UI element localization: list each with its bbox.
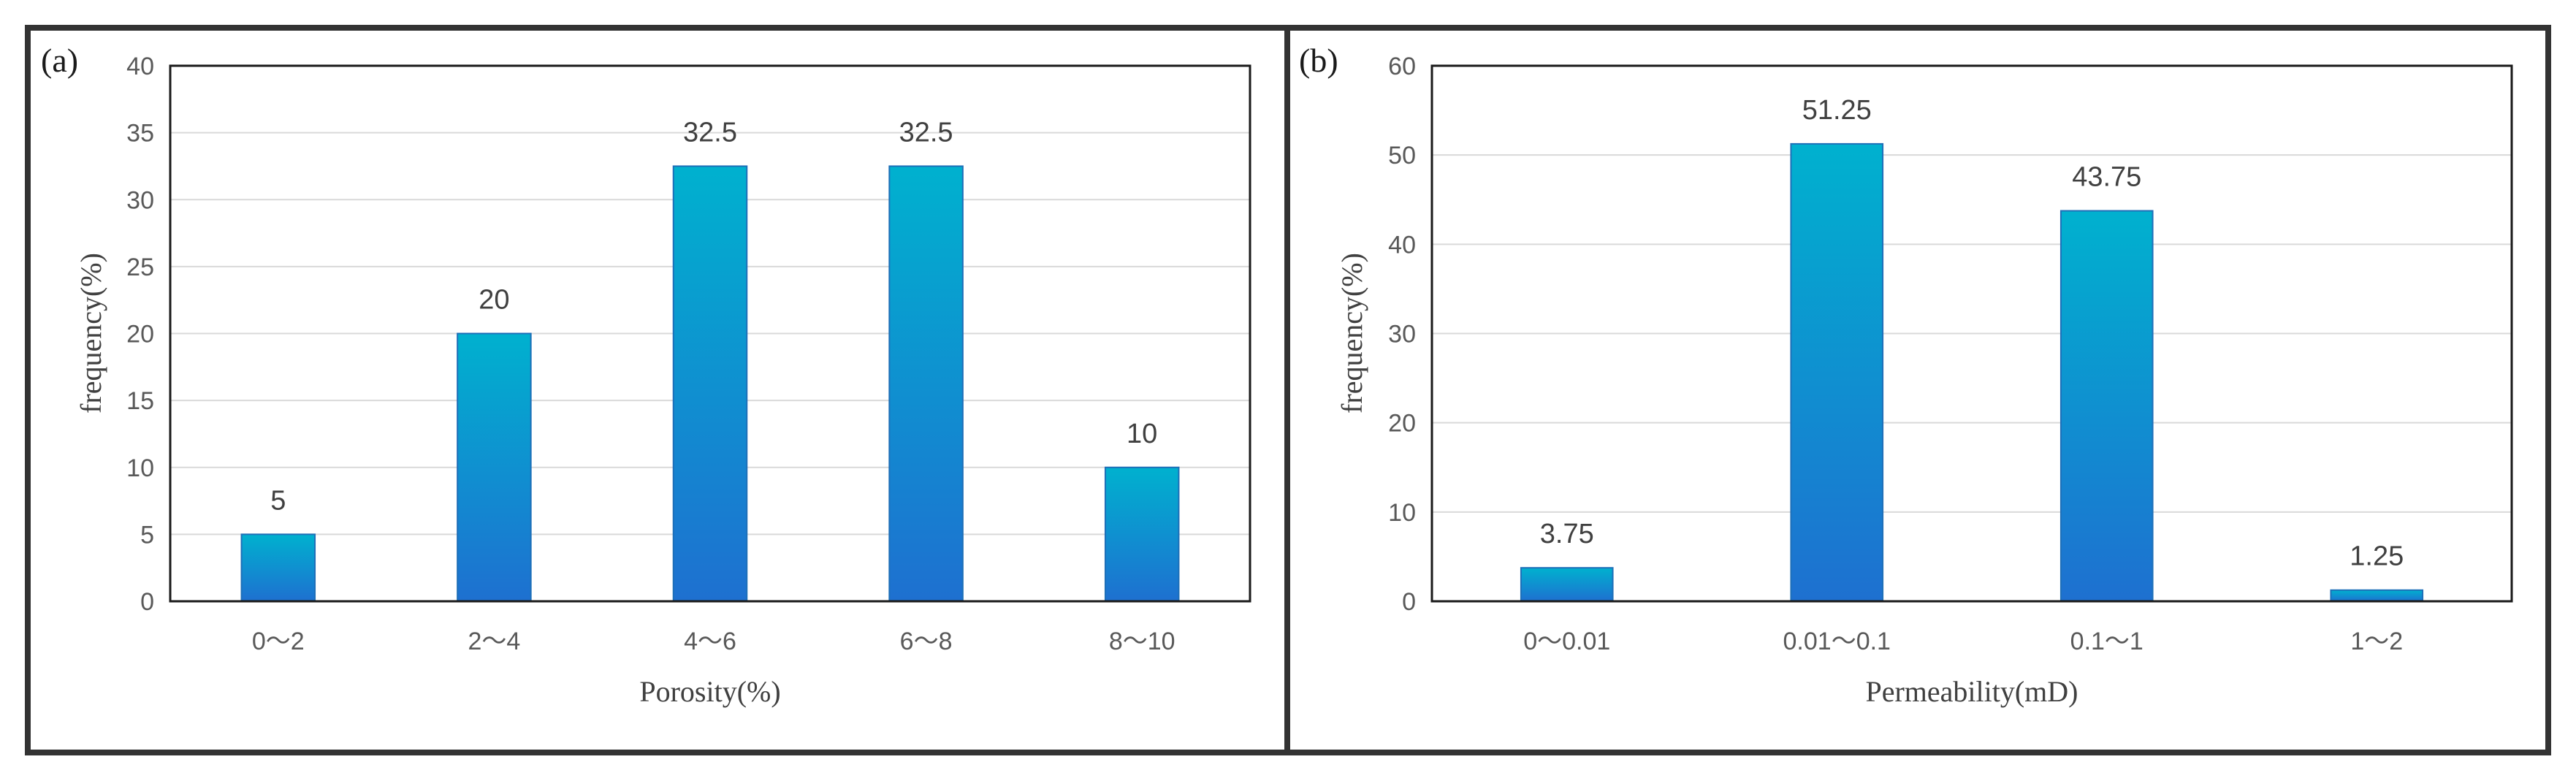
panel-a-y-tick-label: 20: [126, 321, 154, 348]
panel-a-y-tick-label: 15: [126, 387, 154, 415]
panel-b-bar: [2330, 589, 2424, 603]
panel-b-data-label: 43.75: [2072, 162, 2141, 193]
panel-b-label: (b): [1299, 42, 1338, 79]
panel-a-data-label: 32.5: [683, 117, 737, 148]
panel-a-y-ticks: 0 5 10 15 20 25 30 35 40: [126, 53, 154, 616]
panel-a-x-tick-label: 4～6: [684, 628, 736, 655]
panel-b-x-ticks: 0～0.01 0.01～0.1 0.1～1 1～2: [1523, 628, 2403, 655]
panel-b-grid: [1432, 154, 2512, 513]
panel-b-data-label: 51.25: [1802, 95, 1872, 126]
panel-a-x-tick-label: 6～8: [900, 628, 953, 655]
panel-a-grid: [170, 132, 1250, 536]
panel-a-y-tick-label: 5: [140, 521, 154, 549]
panel-a-data-label: 5: [270, 485, 286, 516]
panel-a: (a) 5 20 32.5 32.5 10 0 5 10 15 20 25 30 35 40 0～2 2～…: [41, 42, 1251, 708]
panel-a-y-tick-label: 0: [140, 588, 154, 616]
panel-b-y-tick-label: 0: [1402, 588, 1416, 616]
panel-b-plot-frame: [1430, 64, 2513, 603]
panel-a-data-labels: 5 20 32.5 32.5 10: [270, 117, 1157, 516]
panel-a-y-tick-label: 10: [126, 454, 154, 482]
panel-b-data-labels: 3.75 51.25 43.75 1.25: [1540, 95, 2404, 572]
panel-a-x-tick-label: 2～4: [468, 628, 520, 655]
panel-a-data-label: 32.5: [899, 117, 953, 148]
panel-a-data-label: 10: [1127, 419, 1157, 449]
panel-b: (b) 3.75 51.25 43.75 1.25 0 10 20 30 40 50 60 0～0…: [1299, 42, 2513, 708]
panel-a-bar: [672, 165, 748, 602]
panel-b-x-tick-label: 0～0.01: [1523, 628, 1610, 655]
panel-a-x-tick-label: 0～2: [252, 628, 305, 655]
panel-b-x-axis-title: Permeability(mD): [1865, 675, 2078, 708]
panel-a-bar: [1104, 466, 1180, 602]
panel-a-y-tick-label: 35: [126, 120, 154, 148]
panel-a-x-axis-title: Porosity(%): [639, 675, 780, 708]
panel-a-plot-frame: [169, 64, 1251, 603]
panel-a-y-axis-title: frequency(%): [75, 253, 107, 414]
panel-a-x-tick-label: 8～10: [1109, 628, 1175, 655]
panel-a-label: (a): [41, 42, 78, 79]
panel-a-y-tick-label: 25: [126, 254, 154, 281]
panel-b-bar: [1790, 142, 1884, 603]
panel-b-y-ticks: 0 10 20 30 40 50 60: [1388, 53, 1416, 616]
panel-b-x-tick-label: 0.1～1: [2070, 628, 2144, 655]
panel-a-data-label: 20: [479, 285, 509, 316]
panel-b-bar: [2059, 210, 2154, 603]
panel-a-y-tick-label: 30: [126, 186, 154, 214]
panel-a-bar: [457, 332, 532, 602]
panel-b-y-tick-label: 20: [1388, 410, 1416, 438]
panel-b-y-tick-label: 30: [1388, 321, 1416, 348]
panel-b-bar: [1520, 567, 1614, 602]
panel-a-x-ticks: 0～2 2～4 4～6 6～8 8～10: [252, 628, 1175, 655]
panel-a-bars: [240, 165, 1180, 602]
panel-a-y-tick-label: 40: [126, 53, 154, 80]
panel-b-y-tick-label: 60: [1388, 53, 1416, 80]
panel-a-bar: [240, 533, 316, 602]
panel-b-bars: [1520, 142, 2424, 603]
panel-a-bar: [888, 165, 964, 602]
panel-b-y-axis-title: frequency(%): [1335, 253, 1368, 414]
panel-b-y-tick-label: 50: [1388, 142, 1416, 169]
panel-b-y-tick-label: 10: [1388, 499, 1416, 527]
panel-b-data-label: 3.75: [1540, 519, 1594, 549]
panel-b-y-tick-label: 40: [1388, 231, 1416, 259]
panel-b-data-label: 1.25: [2350, 541, 2404, 572]
panel-b-x-tick-label: 0.01～0.1: [1783, 628, 1891, 655]
panel-b-x-tick-label: 1～2: [2350, 628, 2403, 655]
